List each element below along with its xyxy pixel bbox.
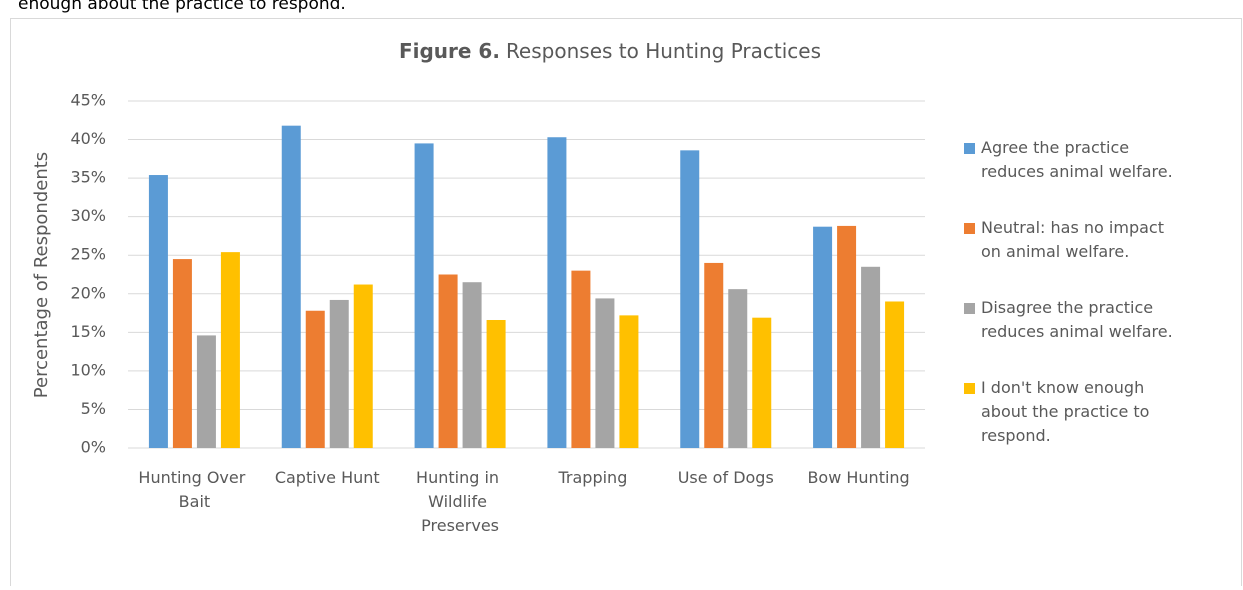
legend-swatch (964, 143, 975, 154)
y-tick-label: 35% (70, 168, 106, 187)
bar (813, 226, 833, 448)
x-tick-label: Use of Dogs (678, 468, 774, 487)
bar (172, 259, 192, 448)
bar (704, 262, 724, 448)
y-tick-label: 45% (70, 91, 106, 110)
bar (619, 315, 639, 448)
bar (885, 301, 905, 448)
legend-label: Disagree the practice reduces animal wel… (981, 298, 1173, 341)
x-tick-label: Hunting in Wildlife Preserves (416, 468, 504, 535)
legend-label: I don't know enough about the practice t… (981, 378, 1155, 445)
bar (462, 282, 482, 448)
bar (571, 270, 591, 448)
bar (281, 125, 301, 449)
y-tick-label: 10% (70, 360, 106, 379)
bar (752, 317, 772, 448)
bar (438, 274, 458, 448)
bar (414, 143, 434, 448)
y-axis-label: Percentage of Respondents (31, 152, 52, 398)
bar (861, 266, 881, 448)
x-tick-label: Trapping (557, 468, 627, 487)
bar (305, 310, 325, 448)
x-tick-label: Captive Hunt (275, 468, 380, 487)
bar (680, 150, 700, 448)
bar (595, 298, 615, 448)
legend-swatch (964, 383, 975, 394)
bar (220, 252, 240, 448)
bar (148, 175, 168, 448)
bar (837, 225, 857, 448)
bar (486, 319, 506, 448)
chart-border (10, 18, 1242, 589)
bar (196, 335, 216, 448)
bar (329, 299, 349, 448)
x-tick-label: Bow Hunting (807, 468, 909, 487)
chart-title: Figure 6. Responses to Hunting Practices (399, 39, 821, 63)
y-tick-label: 20% (70, 283, 106, 302)
legend-label: Neutral: has no impact on animal welfare… (981, 218, 1169, 261)
y-tick-label: 30% (70, 206, 106, 225)
y-tick-label: 5% (81, 399, 106, 418)
bar (547, 137, 567, 448)
y-tick-label: 0% (81, 438, 106, 457)
page-text: enough about the practice to respond. (18, 0, 346, 14)
bar (728, 289, 748, 448)
legend-swatch (964, 303, 975, 314)
y-tick-label: 40% (70, 129, 106, 148)
title-prefix: Figure 6. (399, 39, 500, 63)
title-main: Responses to Hunting Practices (506, 39, 821, 63)
y-tick-label: 25% (70, 245, 106, 264)
x-tick-label: Hunting Over Bait (138, 468, 250, 511)
bar (353, 284, 373, 448)
y-tick-label: 15% (70, 322, 106, 341)
legend-label: Agree the practice reduces animal welfar… (981, 138, 1173, 181)
legend-swatch (964, 223, 975, 234)
